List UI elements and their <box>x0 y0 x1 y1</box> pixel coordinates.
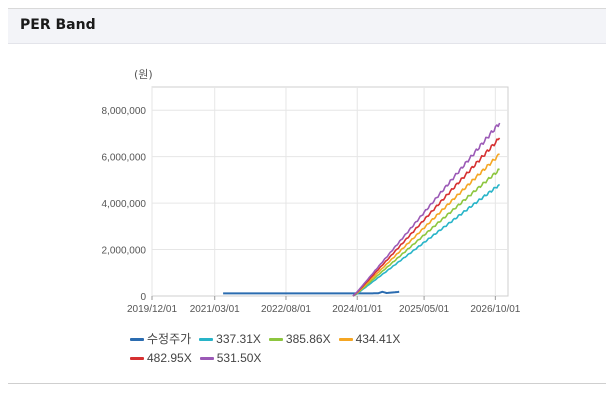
legend-label: 337.31X <box>216 332 261 346</box>
legend-swatch <box>199 338 214 342</box>
legend-item[interactable]: 434.41X <box>338 332 401 346</box>
plot-area <box>151 86 509 297</box>
y-tick-label: 2,000,000 <box>102 246 147 257</box>
legend-swatch <box>130 357 144 361</box>
panel-header: PER Band <box>8 9 606 44</box>
series-line-5 <box>352 137 501 297</box>
legend-label: 531.50X <box>216 351 262 365</box>
x-tick-label: 2024/01/01 <box>332 304 382 315</box>
legend-label: 434.41X <box>355 332 401 346</box>
chart-legend: 수정주가 337.31X 385.86X 434.41X 482.95X 531.50X <box>130 330 470 369</box>
y-tick-label: 0 <box>140 292 146 303</box>
y-tick-label: 6,000,000 <box>102 153 147 164</box>
legend-swatch <box>199 357 214 361</box>
legend-item[interactable]: 385.86X <box>268 332 331 346</box>
x-tick-label: 2022/08/01 <box>261 304 311 315</box>
legend-swatch <box>268 338 283 342</box>
series-line-3 <box>352 168 500 297</box>
legend-label: 482.95X <box>147 351 192 365</box>
x-tick-label: 2026/10/01 <box>470 304 520 315</box>
legend-item[interactable]: 수정주가 <box>130 330 191 347</box>
series-line-4 <box>352 153 500 297</box>
legend-item[interactable]: 531.50X <box>199 351 262 365</box>
y-tick-label: 8,000,000 <box>102 106 147 117</box>
x-tick-label: 2025/05/01 <box>399 304 449 315</box>
legend-label: 수정주가 <box>147 332 192 346</box>
legend-label: 385.86X <box>285 332 331 346</box>
legend-swatch <box>338 338 353 342</box>
y-unit-label: (원) <box>134 68 153 81</box>
panel-title: PER Band <box>20 17 96 33</box>
legend-item[interactable]: 337.31X <box>199 332 261 346</box>
series-line-1 <box>223 290 400 295</box>
x-tick-label: 2021/03/01 <box>190 304 240 315</box>
series-line-2 <box>352 183 501 297</box>
legend-item[interactable]: 482.95X <box>130 351 192 365</box>
series-line-6 <box>352 122 501 297</box>
x-tick-label: 2019/12/01 <box>127 304 177 315</box>
y-tick-label: 4,000,000 <box>102 199 147 210</box>
legend-swatch <box>130 338 144 342</box>
